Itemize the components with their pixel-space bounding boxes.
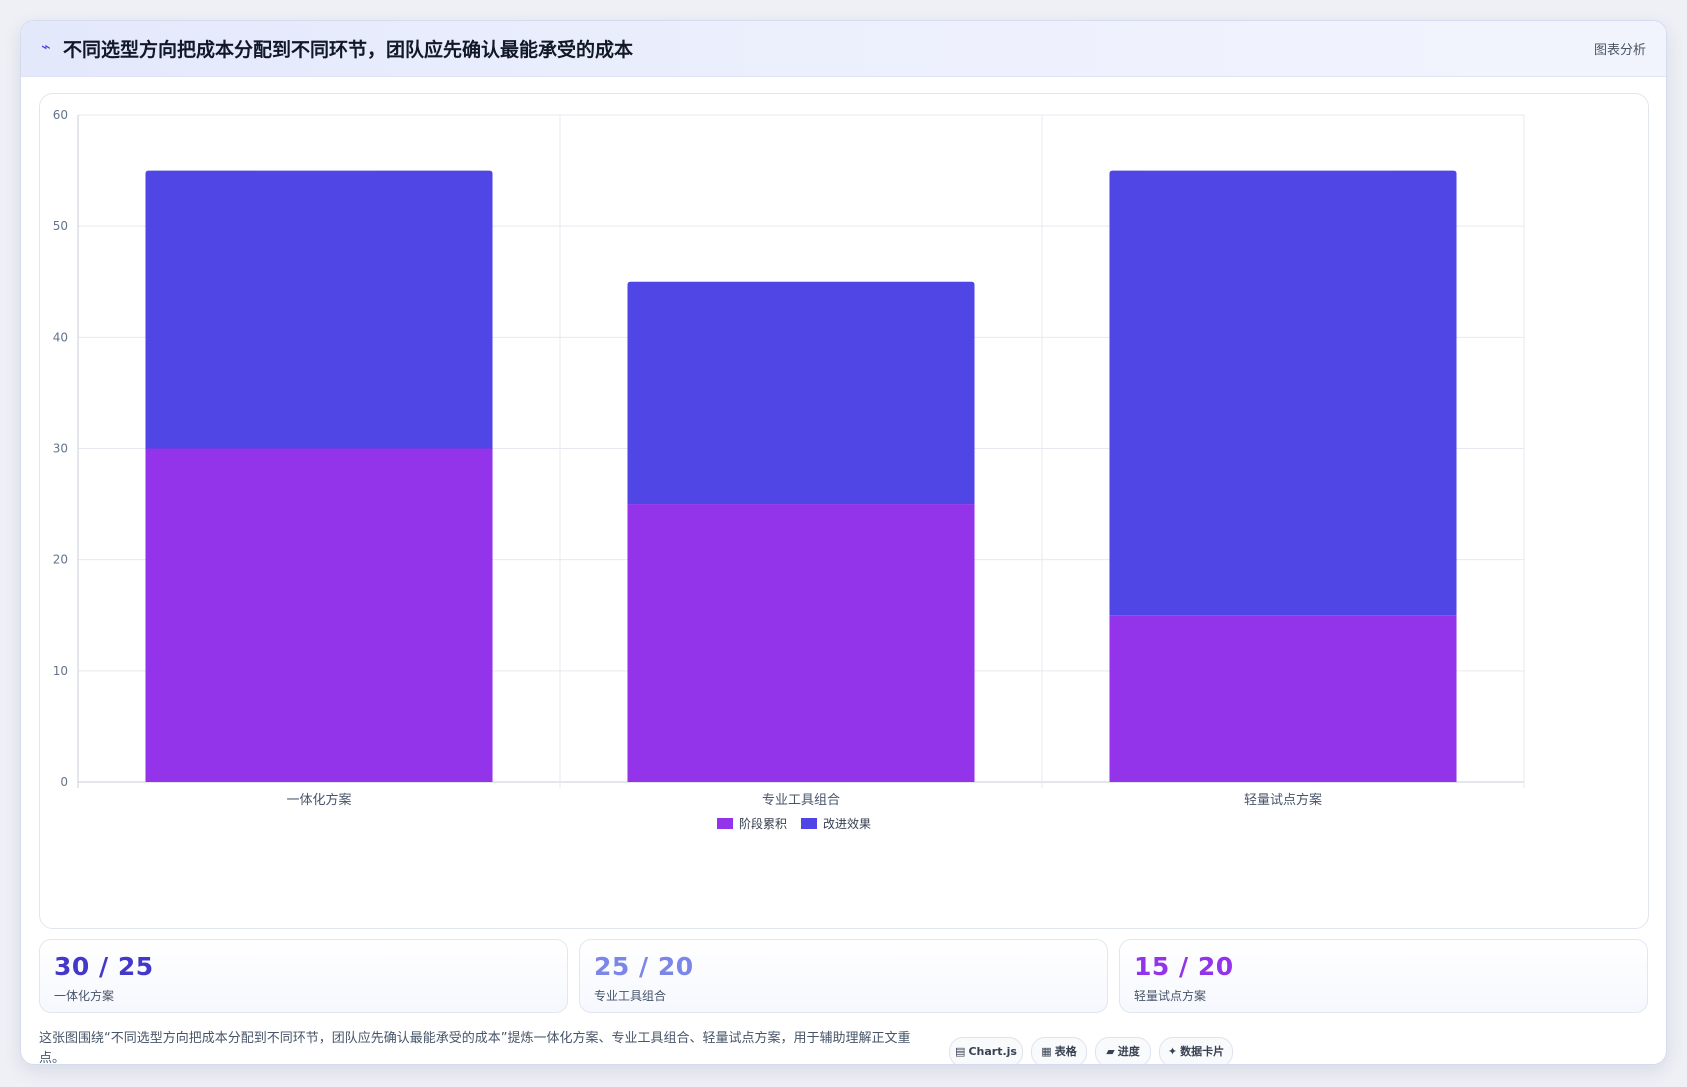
bar-segment — [627, 281, 975, 505]
chart-card: ⌁ 不同选型方向把成本分配到不同环节，团队应先确认最能承受的成本 图表分析 0 1… — [20, 20, 1667, 1065]
y-tick-label: 50 — [53, 219, 68, 233]
y-tick-label: 0 — [60, 775, 68, 789]
chart-container: 0 10 20 30 40 50 60 一体化方案 专业工具组合 轻量试点方案阶段累积 改进效果 — [39, 93, 1649, 929]
table-icon: ▦ — [1041, 1045, 1052, 1058]
chip-label: Chart.js — [968, 1045, 1017, 1058]
y-tick-label: 20 — [53, 553, 68, 567]
legend-label: 改进效果 — [823, 816, 871, 831]
chip-label: 数据卡片 — [1180, 1045, 1225, 1058]
stat-card-pilot: 15 / 20 轻量试点方案 — [1119, 939, 1648, 1013]
bar-segment — [1109, 615, 1457, 782]
bar-segment — [145, 448, 493, 782]
legend-label: 阶段累积 — [739, 816, 787, 831]
y-tick-label: 30 — [53, 442, 68, 456]
chip-label: 表格 — [1054, 1045, 1077, 1058]
y-tick-label: 10 — [53, 664, 68, 678]
chip-progress[interactable]: ▰ 进度 — [1095, 1037, 1151, 1064]
sparkle-icon: ✦ — [1167, 1045, 1178, 1058]
stat-label: 专业工具组合 — [594, 989, 667, 1003]
stat-label: 轻量试点方案 — [1134, 989, 1207, 1003]
y-tick-label: 40 — [53, 330, 68, 344]
bar-segment — [627, 504, 975, 782]
stat-card-professional: 25 / 20 专业工具组合 — [579, 939, 1108, 1013]
stat-value: 25 / 20 — [594, 952, 694, 981]
trend-icon: ⌁ — [41, 37, 51, 56]
y-tick-label: 60 — [53, 108, 68, 122]
stat-cards: 30 / 25 一体化方案 25 / 20 专业工具组合 15 / 20 轻量试… — [39, 939, 1648, 1013]
chip-table[interactable]: ▦ 表格 — [1031, 1037, 1087, 1064]
stat-value: 15 / 20 — [1134, 952, 1234, 981]
chip-data-card[interactable]: ✦ 数据卡片 — [1159, 1037, 1233, 1064]
x-tick-label: 专业工具组合 — [762, 793, 840, 808]
legend-swatch — [717, 818, 733, 829]
x-tick-label: 轻量试点方案 — [1244, 792, 1322, 808]
stat-value: 30 / 25 — [54, 952, 154, 981]
chart-description: 这张图围绕“不同选型方向把成本分配到不同环节，团队应先确认最能承受的成本”提炼一… — [39, 1031, 911, 1065]
stat-label: 一体化方案 — [54, 989, 115, 1003]
page-title: 不同选型方向把成本分配到不同环节，团队应先确认最能承受的成本 — [63, 39, 634, 61]
legend-swatch — [801, 818, 817, 829]
x-tick-label: 一体化方案 — [286, 792, 351, 808]
chip-label: 进度 — [1117, 1045, 1140, 1058]
bar-segment — [1109, 170, 1457, 616]
card-header: ⌁ 不同选型方向把成本分配到不同环节，团队应先确认最能承受的成本 图表分析 — [21, 21, 1666, 77]
chart-analysis-tag[interactable]: 图表分析 — [1593, 43, 1646, 58]
chip-chartjs[interactable]: ▤ Chart.js — [949, 1037, 1023, 1064]
stat-card-integrated: 30 / 25 一体化方案 — [39, 939, 568, 1013]
progress-icon: ▰ — [1106, 1045, 1115, 1058]
bar-segment — [145, 170, 493, 449]
chart-icon: ▤ — [955, 1045, 966, 1058]
